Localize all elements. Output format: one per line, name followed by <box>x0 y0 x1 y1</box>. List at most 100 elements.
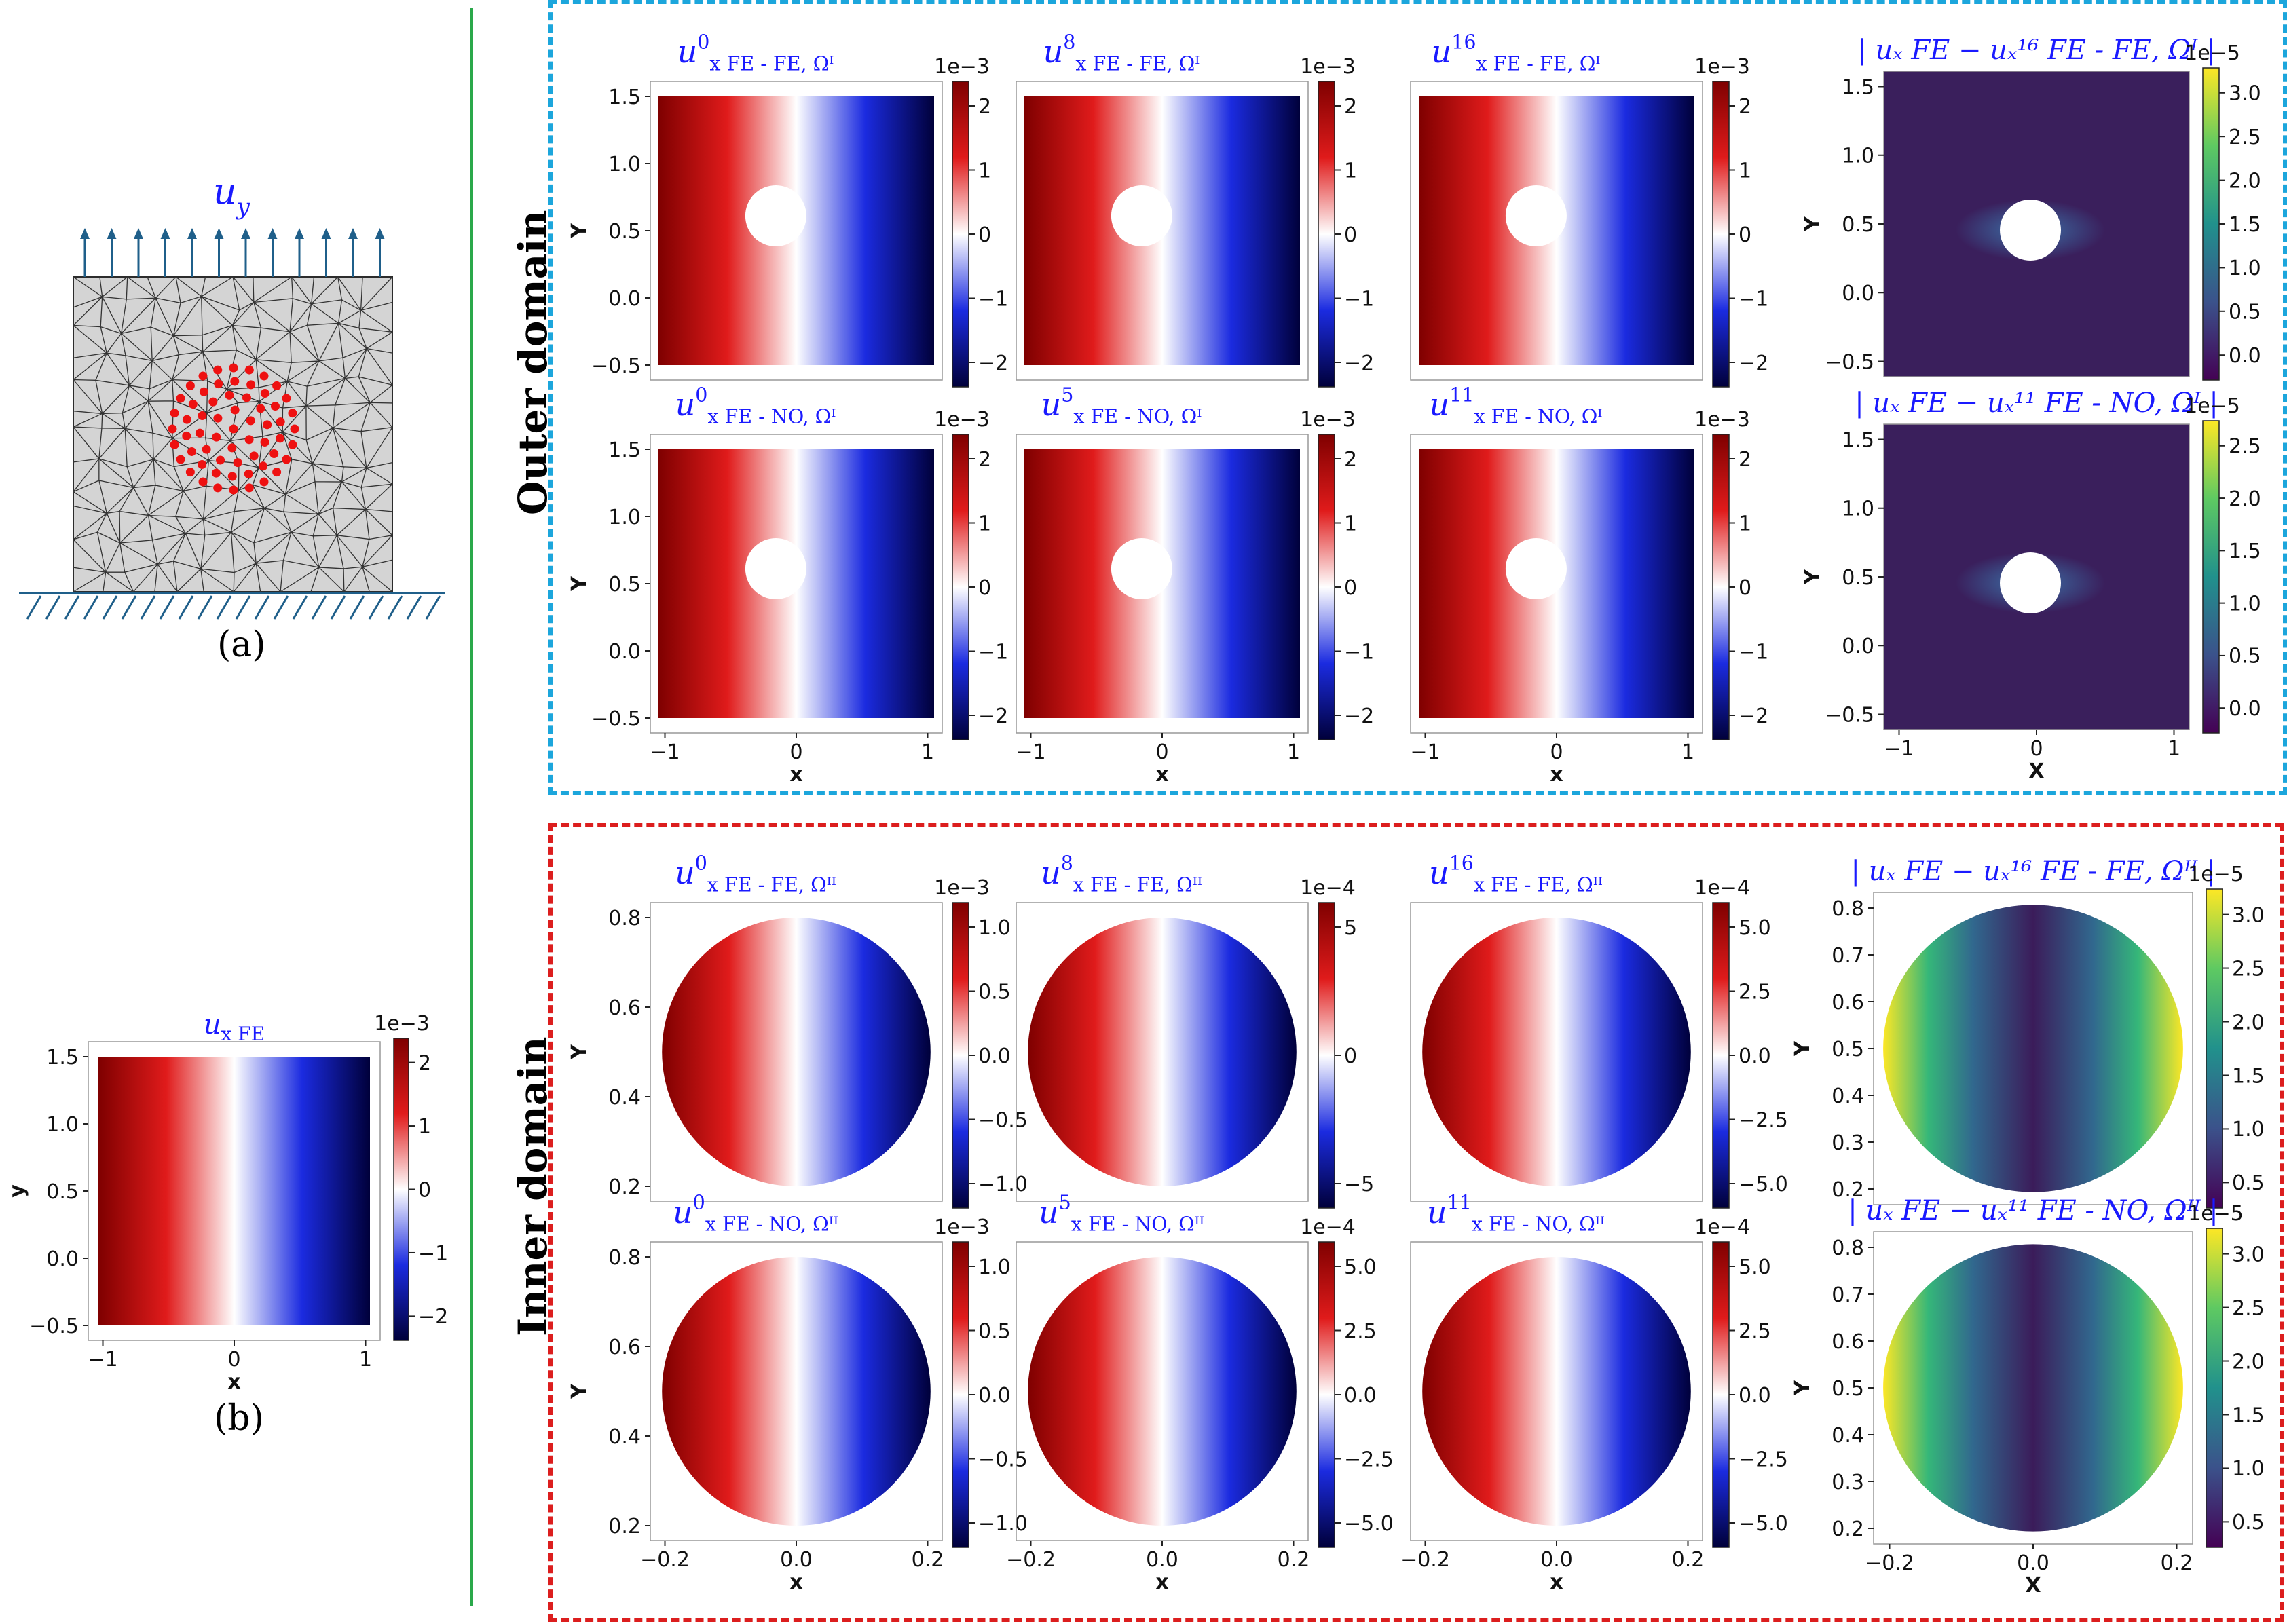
coupling-point <box>176 455 185 464</box>
error-map <box>1883 1244 2183 1532</box>
colorbar-tick-label: −2.5 <box>1344 1448 1394 1471</box>
y-tick-label: 1.5 <box>1842 75 1874 99</box>
field-map <box>1028 1257 1297 1526</box>
coupling-point <box>270 402 280 411</box>
colorbar-tick-label: 2.5 <box>2229 435 2261 459</box>
colorbar <box>952 434 969 740</box>
colorbar-tick-label: 1.0 <box>2232 1457 2265 1481</box>
y-tick-label: 1.5 <box>608 438 641 462</box>
colorbar-tick-label: 0.5 <box>2232 1511 2265 1534</box>
colorbar <box>2202 420 2220 734</box>
colorbar-tick-label: −2 <box>978 704 1008 728</box>
y-tick-label: −0.5 <box>591 707 641 731</box>
colorbar-tick-label: −1 <box>1739 287 1768 311</box>
colorbar-tick-label: −2 <box>978 352 1008 375</box>
x-tick-label: 0.0 <box>2017 1551 2049 1575</box>
y-tick-label: 0.5 <box>1842 213 1874 237</box>
colorbar-tick-label: 1 <box>1739 159 1751 183</box>
y-tick-label: 0.8 <box>1832 897 1864 921</box>
coupling-point <box>244 469 253 478</box>
field-map <box>662 918 931 1186</box>
field-map <box>1028 918 1297 1186</box>
colorbar-tick-label: 0.5 <box>2232 1171 2265 1195</box>
colorbar-tick-label: −2 <box>1344 352 1374 375</box>
panel-title: u0x FE - FE, Ωᴵ <box>677 31 834 75</box>
y-tick-label: 0.7 <box>1832 1283 1864 1307</box>
colorbar-tick-label: −1.0 <box>978 1173 1028 1196</box>
y-axis-label: Y <box>1791 1040 1815 1057</box>
axes-frame <box>1410 81 1703 381</box>
coupling-point <box>282 394 291 403</box>
hole <box>745 185 806 246</box>
y-tick-label: 0.0 <box>46 1247 79 1271</box>
colorbar-tick-label: 2 <box>978 448 991 472</box>
load-label: uy <box>213 170 250 221</box>
load-arrow-head <box>80 228 90 239</box>
ground-hatch <box>102 595 118 620</box>
colorbar-tick-label: 0.0 <box>978 1384 1011 1408</box>
hole <box>745 538 806 599</box>
coupling-point <box>211 468 221 478</box>
y-axis-label: Y <box>568 1044 591 1060</box>
colorbar <box>952 1241 969 1548</box>
colorbar <box>1712 1241 1730 1548</box>
coupling-point <box>263 420 272 430</box>
colorbar-tick-label: 0 <box>1344 576 1357 600</box>
colorbar-tick-label: 0 <box>1344 223 1357 247</box>
y-tick-label: 0.8 <box>1832 1236 1864 1260</box>
coupling-point <box>276 434 285 443</box>
colorbar-tick-label: 1.5 <box>2229 213 2261 237</box>
coupling-point <box>244 365 254 375</box>
coupling-point <box>230 377 240 386</box>
coupling-point <box>282 455 291 464</box>
axes-frame <box>1410 902 1703 1202</box>
ground-hatch <box>425 595 441 620</box>
coupling-point <box>182 415 191 424</box>
x-tick-label: 0.0 <box>1540 1548 1573 1572</box>
coupling-point <box>212 432 221 442</box>
coupling-point <box>187 447 197 456</box>
coupling-point <box>244 483 254 493</box>
x-tick-label: 1 <box>2168 737 2180 761</box>
panel-title: u8x FE - FE, Ωᴵᴵ <box>1041 852 1202 896</box>
panel-title: u8x FE - FE, Ωᴵ <box>1043 31 1200 75</box>
coupling-point <box>269 449 279 459</box>
ground-hatch <box>387 595 403 620</box>
y-tick-label: 0.8 <box>608 907 641 930</box>
y-tick-label: 1.0 <box>1842 497 1874 521</box>
coupling-point <box>198 371 208 381</box>
coupling-point <box>260 389 269 398</box>
colorbar-tick-label: 1.0 <box>2232 1118 2265 1141</box>
load-arrow-head <box>375 228 385 239</box>
coupling-point <box>259 477 269 487</box>
colorbar-tick-label: 2 <box>1739 448 1751 472</box>
x-axis-label: x <box>1155 763 1168 787</box>
colorbar-tick-label: 2.0 <box>2229 487 2261 511</box>
colorbar-multiplier: 1e−3 <box>934 408 990 432</box>
y-tick-label: −0.5 <box>1825 703 1874 727</box>
outer-domain-box <box>548 0 2287 795</box>
y-tick-label: 0.0 <box>1842 635 1874 658</box>
coupling-point <box>214 379 223 389</box>
coupling-point <box>244 435 254 445</box>
field-map <box>98 1057 370 1325</box>
x-axis-label: x <box>789 1570 802 1594</box>
colorbar-tick-label: 0 <box>1739 576 1751 600</box>
y-tick-label: 0.4 <box>1832 1084 1864 1108</box>
panel-a-mesh-schematic: uy <box>19 170 445 620</box>
ground-hatch <box>368 595 384 620</box>
coupling-point <box>246 380 256 390</box>
ground-hatch <box>406 595 422 620</box>
mesh-edges <box>73 276 393 592</box>
panel-title: u16x FE - FE, Ωᴵᴵ <box>1429 852 1603 896</box>
colorbar-multiplier: 1e−4 <box>1694 876 1750 900</box>
x-tick-label: 0 <box>1155 740 1168 764</box>
colorbar-multiplier: 1e−5 <box>2184 394 2240 418</box>
ground-hatch <box>178 595 194 620</box>
colorbar-tick-label: 0.0 <box>2229 344 2261 368</box>
colorbar-tick-label: 5 <box>1344 916 1357 940</box>
load-arrow-head <box>241 228 250 239</box>
colorbar-tick-label: 1.5 <box>2229 540 2261 563</box>
coupling-point <box>229 424 238 434</box>
